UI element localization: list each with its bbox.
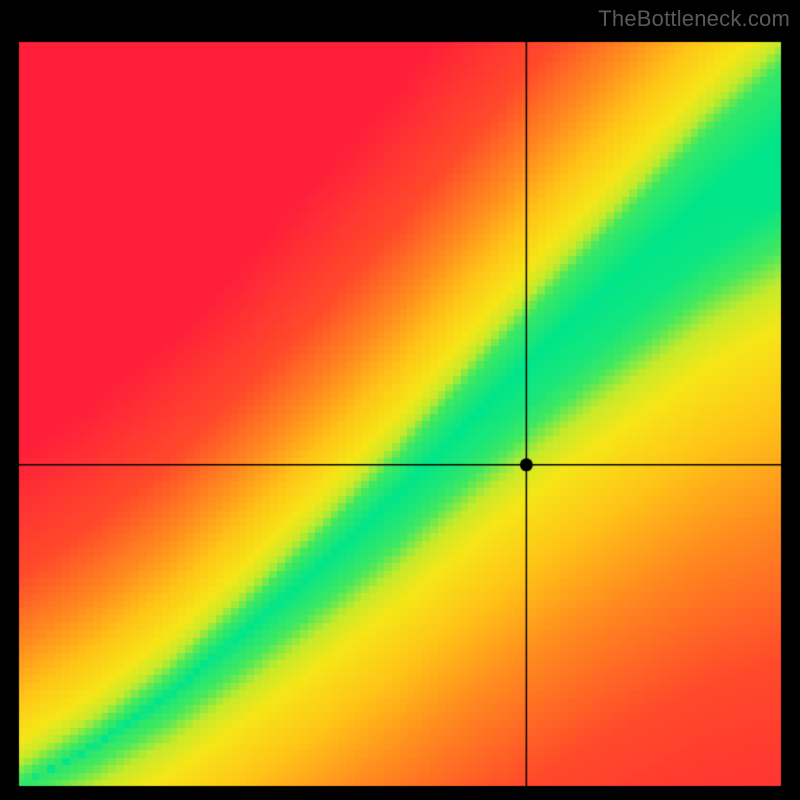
figure-root: TheBottleneck.com bbox=[0, 0, 800, 800]
watermark-text: TheBottleneck.com bbox=[598, 6, 790, 32]
bottleneck-heatmap bbox=[17, 40, 783, 788]
